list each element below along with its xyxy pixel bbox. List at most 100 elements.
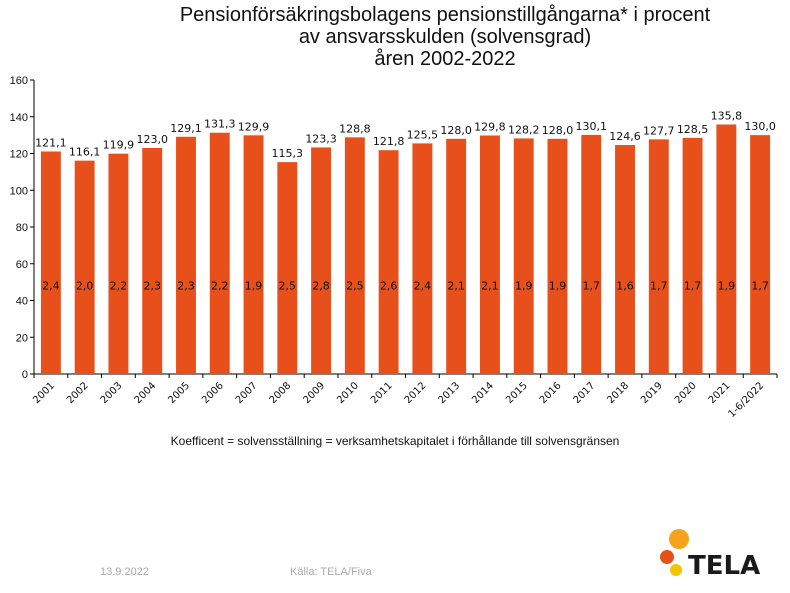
bar [277, 162, 298, 374]
bar [547, 138, 568, 374]
x-tick-label: 2005 [166, 380, 192, 406]
bar-inner-label: 2,2 [211, 279, 229, 292]
bar-inner-label: 1,6 [616, 279, 634, 292]
x-tick-label: 2003 [99, 380, 125, 406]
bar [513, 138, 534, 374]
bar-inner-label: 2,5 [346, 279, 364, 292]
x-tick-label: 2001 [31, 380, 57, 406]
bar [142, 147, 163, 374]
bar [716, 124, 737, 374]
bar-inner-label: 2,6 [380, 279, 398, 292]
bar [209, 132, 230, 374]
bar-inner-label: 1,9 [515, 279, 533, 292]
x-tick-label: 2007 [234, 380, 260, 406]
bar-value-label: 119,9 [103, 139, 135, 152]
x-tick-label: 2014 [470, 380, 496, 406]
y-tick-label: 80 [16, 222, 28, 234]
bar-inner-label: 2,8 [312, 279, 330, 292]
bar-chart: 0 20 40 60 80 100 120 140 160 121,1 2,4 2001 116,1 2,… [10, 75, 778, 420]
bar [108, 153, 129, 374]
x-tick-label: 2020 [673, 380, 699, 406]
bar-inner-label: 2,4 [414, 279, 432, 292]
bar-value-label: 129,1 [170, 122, 202, 135]
logo-text: TELA [688, 551, 761, 581]
x-tick-label: 2013 [437, 380, 463, 406]
y-tick-label: 60 [16, 259, 28, 271]
bar-inner-label: 1,9 [718, 279, 736, 292]
bar-value-label: 130,0 [744, 120, 776, 133]
x-tick-label: 2011 [369, 380, 395, 406]
bar-inner-label: 2,0 [76, 279, 94, 292]
bar [682, 137, 703, 374]
bar-value-label: 130,1 [576, 120, 608, 133]
bar-inner-label: 2,1 [447, 279, 465, 292]
bar-inner-label: 2,3 [177, 279, 195, 292]
bar-value-label: 116,1 [69, 146, 101, 159]
bar-value-label: 124,6 [609, 130, 641, 143]
bar-value-label: 123,0 [136, 133, 168, 146]
y-tick-label: 40 [16, 296, 28, 308]
chart-title-line-3: åren 2002-2022 [374, 48, 516, 70]
bar-value-label: 129,8 [474, 120, 506, 133]
y-tick-label: 140 [10, 112, 28, 124]
x-tick-label: 2021 [707, 380, 733, 406]
y-tick-label: 0 [22, 369, 28, 381]
x-tick-label: 2018 [605, 380, 631, 406]
x-tick-label: 2002 [65, 380, 91, 406]
logo-dot-left [660, 550, 674, 564]
bar-inner-label: 1,7 [751, 279, 769, 292]
bar-value-label: 135,8 [711, 109, 743, 122]
bar-inner-label: 2,5 [279, 279, 297, 292]
y-tick-label: 100 [10, 185, 28, 197]
bar [378, 150, 399, 374]
chart-note: Koefficent = solvensställning = verksamh… [170, 434, 620, 448]
bar-value-label: 127,7 [643, 124, 675, 137]
bar-value-label: 128,0 [440, 124, 472, 137]
logo-dot-bottom [670, 564, 682, 576]
bar-inner-label: 2,4 [42, 279, 60, 292]
footer-source: Källa: TELA/Fiva [290, 566, 372, 578]
bar [581, 134, 602, 374]
tela-logo-icon [660, 529, 689, 576]
bar-inner-label: 1,7 [583, 279, 601, 292]
bar [479, 135, 500, 374]
y-tick-label: 120 [10, 149, 28, 161]
y-tick-label: 20 [16, 332, 28, 344]
logo-dot-top [669, 529, 689, 549]
x-tick-label: 2008 [268, 380, 294, 406]
bar-value-label: 121,1 [35, 136, 67, 149]
bar-value-label: 121,8 [373, 135, 405, 148]
bar [648, 139, 669, 374]
bar-value-label: 131,3 [204, 118, 236, 131]
bar [243, 135, 264, 374]
bar-inner-label: 1,9 [549, 279, 567, 292]
x-tick-label: 2009 [301, 380, 327, 406]
x-tick-label: 2016 [538, 380, 564, 406]
bar-inner-label: 1,9 [245, 279, 263, 292]
y-tick-label: 160 [10, 75, 28, 87]
bar-value-label: 125,5 [407, 128, 439, 141]
x-tick-label: 2015 [504, 380, 530, 406]
bar-value-label: 129,9 [238, 120, 270, 133]
bar-inner-label: 1,7 [650, 279, 668, 292]
bar-inner-label: 2,3 [143, 279, 161, 292]
bar-value-label: 123,3 [305, 132, 337, 145]
bar-value-label: 128,2 [508, 123, 540, 136]
bar-value-label: 128,5 [677, 123, 709, 136]
bar [412, 143, 433, 374]
bar [311, 147, 332, 374]
x-tick-label: 2017 [572, 380, 598, 406]
bar [40, 151, 61, 374]
x-tick-label: 2010 [335, 380, 361, 406]
bar [750, 135, 771, 374]
x-tick-label: 2006 [200, 380, 226, 406]
chart-title: Pensionförsäkringsbolagens pensionstillg… [100, 4, 790, 70]
bar-inner-label: 2,1 [481, 279, 499, 292]
bar-value-label: 115,3 [272, 147, 304, 160]
chart-title-line-2: av ansvarsskulden (solvensgrad) [298, 26, 592, 48]
bar-value-label: 128,8 [339, 122, 371, 135]
bar [344, 137, 365, 374]
x-tick-label: 2004 [133, 380, 159, 406]
bar-inner-label: 1,7 [684, 279, 702, 292]
x-tick-label: 1-6/2022 [727, 380, 767, 420]
